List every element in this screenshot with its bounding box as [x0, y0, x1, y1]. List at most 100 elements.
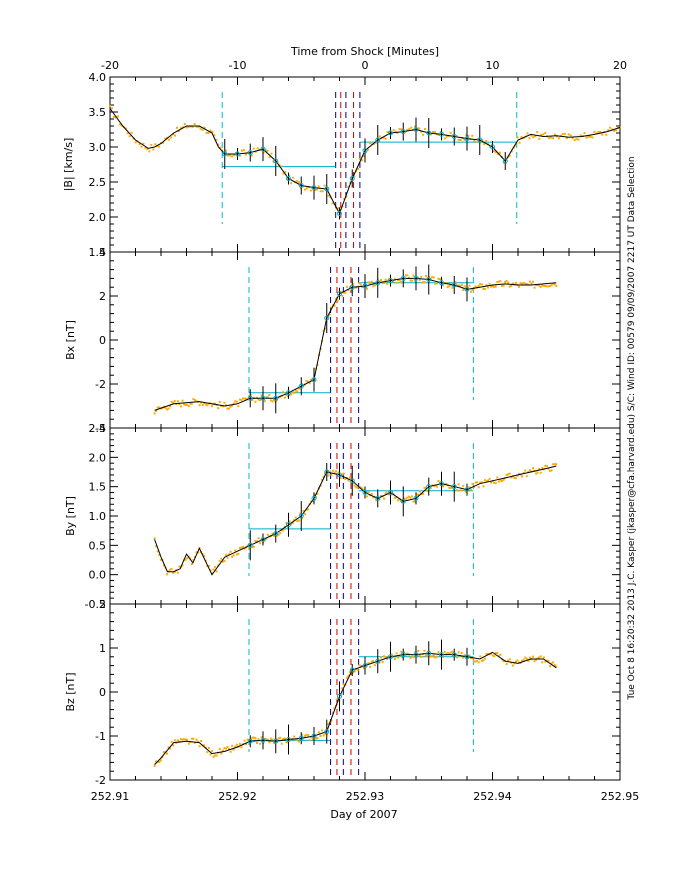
- data-point: [186, 403, 189, 406]
- data-point: [447, 135, 450, 138]
- data-point: [474, 660, 477, 663]
- mean-marker: [273, 531, 279, 537]
- data-point: [431, 655, 434, 658]
- data-point: [344, 478, 347, 481]
- data-point: [550, 136, 553, 139]
- data-point: [242, 149, 245, 152]
- data-point: [277, 533, 280, 536]
- mean-marker: [413, 652, 419, 658]
- mean-marker: [426, 484, 432, 490]
- data-point: [561, 133, 564, 136]
- data-point: [231, 555, 234, 558]
- data-point: [457, 483, 460, 486]
- data-point: [268, 156, 271, 159]
- data-point: [465, 287, 468, 290]
- data-point: [187, 405, 190, 408]
- data-point: [339, 477, 342, 480]
- data-point: [555, 665, 558, 668]
- data-point: [221, 405, 224, 408]
- data-point: [158, 554, 161, 557]
- data-point: [476, 481, 479, 484]
- y-tick-label: 2: [99, 290, 106, 303]
- data-point: [251, 546, 254, 549]
- data-point: [619, 126, 621, 129]
- data-point: [530, 134, 533, 137]
- data-point: [508, 154, 511, 157]
- data-point: [228, 407, 231, 410]
- data-point: [271, 738, 274, 741]
- data-point: [362, 667, 365, 670]
- data-point: [211, 130, 214, 133]
- data-point: [238, 547, 241, 550]
- data-point: [407, 276, 410, 279]
- data-point: [524, 469, 527, 472]
- data-point: [479, 283, 482, 286]
- data-point: [573, 139, 576, 142]
- data-point: [418, 127, 421, 130]
- data-point: [386, 657, 389, 660]
- data-point: [542, 656, 545, 659]
- data-point: [414, 125, 417, 128]
- data-point: [120, 124, 123, 127]
- data-point: [406, 128, 409, 131]
- data-point: [445, 135, 448, 138]
- data-point: [293, 391, 296, 394]
- data-point: [237, 405, 240, 408]
- data-point: [473, 660, 476, 663]
- data-point: [511, 282, 514, 285]
- data-point: [494, 285, 497, 288]
- data-point: [487, 286, 490, 289]
- data-point: [233, 154, 236, 157]
- mean-marker: [375, 137, 381, 143]
- data-point: [227, 154, 230, 157]
- mean-marker: [464, 136, 470, 142]
- data-point: [463, 285, 466, 288]
- data-point: [465, 491, 468, 494]
- data-point: [172, 401, 175, 404]
- data-point: [116, 115, 119, 118]
- fit-line: [154, 465, 557, 576]
- data-point: [437, 651, 440, 654]
- data-point: [140, 145, 143, 148]
- data-point: [221, 560, 224, 563]
- data-point: [213, 134, 216, 137]
- data-point: [217, 407, 220, 410]
- data-point: [480, 659, 483, 662]
- mean-marker: [311, 185, 317, 191]
- data-point: [330, 306, 333, 309]
- data-point: [477, 284, 480, 287]
- data-point: [494, 482, 497, 485]
- data-point: [539, 471, 542, 474]
- data-point: [463, 138, 466, 141]
- data-point: [431, 131, 434, 134]
- data-point: [265, 537, 268, 540]
- data-point: [197, 740, 200, 743]
- data-point: [269, 399, 272, 402]
- data-point: [418, 490, 421, 493]
- data-point: [179, 738, 182, 741]
- data-point: [192, 559, 195, 562]
- data-point: [191, 125, 194, 128]
- mean-marker: [337, 693, 342, 699]
- data-point: [243, 739, 246, 742]
- data-point: [282, 529, 285, 532]
- data-point: [271, 532, 274, 535]
- data-point: [424, 654, 427, 657]
- data-point: [538, 468, 541, 471]
- data-point: [547, 467, 550, 470]
- data-point: [380, 494, 383, 497]
- data-point: [179, 127, 182, 130]
- data-point: [541, 661, 544, 664]
- data-point: [362, 284, 365, 287]
- data-point: [166, 573, 169, 576]
- data-point: [224, 553, 227, 556]
- data-point: [223, 747, 226, 750]
- data-point: [265, 738, 268, 741]
- mean-marker: [349, 478, 355, 484]
- data-point: [388, 131, 391, 134]
- data-point: [168, 138, 171, 141]
- data-point: [471, 289, 474, 292]
- data-point: [300, 733, 303, 736]
- data-point: [257, 537, 260, 540]
- data-point: [500, 284, 503, 287]
